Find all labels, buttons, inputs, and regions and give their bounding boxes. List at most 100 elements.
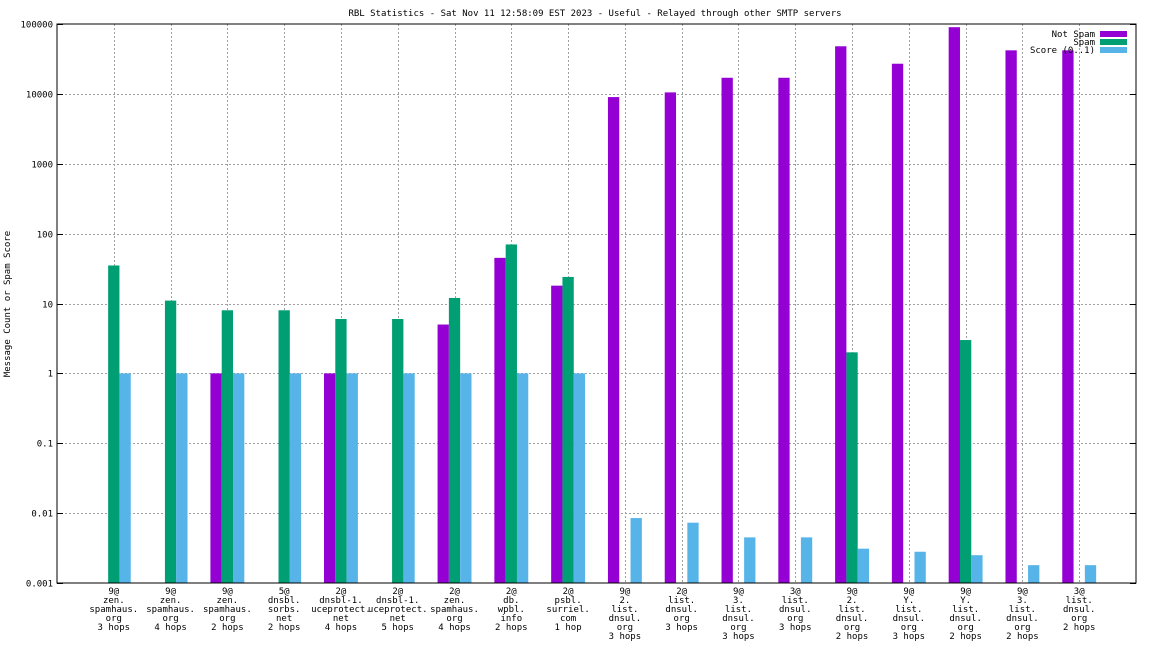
x-tick-label-line: spamhaus.	[203, 605, 252, 615]
x-tick-label-line: list.	[1066, 596, 1093, 606]
x-tick-label: 3@ list. dnsul. org 3 hops	[779, 587, 812, 633]
bar-score-0-1	[289, 373, 302, 583]
x-tick-label-line: org	[787, 614, 803, 624]
x-tick-label-line: list.	[895, 605, 922, 615]
x-tick-label-line: org	[730, 623, 746, 633]
bar-not-spam	[494, 257, 506, 583]
legend-label: Score (0..1)	[1030, 46, 1095, 56]
x-tick-label-line: zen.	[103, 596, 125, 606]
x-tick-label-line: list.	[1009, 605, 1036, 615]
x-tick-label: 3@ list. dnsul. org 2 hops	[1063, 587, 1096, 633]
bar-score-0-1	[857, 548, 870, 583]
x-tick-label-line: spamhaus.	[146, 605, 195, 615]
x-tick-label-line: psbl.	[555, 596, 582, 606]
x-tick-label-line: 3 hops	[722, 632, 755, 642]
x-tick-label-line: org	[674, 614, 690, 624]
bar-not-spam	[891, 63, 904, 583]
x-tick-label-line: 3.	[733, 596, 744, 606]
x-tick-label-line: 9@	[903, 587, 914, 597]
x-tick-label-line: dnsul.	[1063, 605, 1096, 615]
bar-spam	[164, 300, 177, 583]
x-tick-label-line: dnsul.	[836, 614, 869, 624]
x-tick-label-line: 9@	[733, 587, 744, 597]
y-tick-labels: 0.001 0.01 0.1 1 10 100 1000 10000 100000	[20, 21, 53, 590]
bar-spam	[562, 276, 574, 583]
x-tick-label-line: 2.	[847, 596, 858, 606]
x-tick-label-line: Y.	[960, 596, 971, 606]
x-tick-label-line: org	[219, 614, 235, 624]
x-tick-label-line: 3@	[1074, 587, 1085, 597]
bar-not-spam	[437, 324, 449, 583]
bar-score-0-1	[119, 373, 131, 583]
x-tick-label-line: dnsul.	[665, 605, 698, 615]
x-tick-label-line: 3.	[1017, 596, 1028, 606]
x-tick-label-line: 4 hops	[154, 623, 187, 633]
x-tick-label-line: 2@	[563, 587, 574, 597]
x-tick-label-line: uceprotect.	[311, 605, 371, 615]
bar-score-0-1	[744, 537, 756, 583]
x-tick-label-line: 9@	[619, 587, 630, 597]
y-tick-label: 0.1	[37, 440, 53, 450]
x-tick-label-line: 2@	[506, 587, 517, 597]
x-tick-label-line: org	[1071, 614, 1087, 624]
x-tick-label: 2@ db. wpbl. info 2 hops	[495, 587, 528, 633]
x-tick-label-line: 9@	[165, 587, 176, 597]
bar-not-spam	[607, 97, 620, 584]
bar-series	[108, 27, 1097, 584]
x-tick-label-line: dnsul.	[1006, 614, 1039, 624]
y-tick-label: 0.001	[26, 580, 53, 590]
bar-spam	[448, 297, 461, 583]
x-tick-label-line: spamhaus.	[89, 605, 138, 615]
x-tick-label-line: 3 hops	[893, 632, 926, 642]
x-tick-label-line: 2.	[619, 596, 630, 606]
bar-spam	[335, 319, 347, 583]
y-axis-label: Message Count or Spam Score	[3, 231, 13, 377]
x-tick-label-line: org	[106, 614, 122, 624]
bar-not-spam	[835, 46, 847, 584]
bar-not-spam	[778, 77, 790, 583]
bar-score-0-1	[460, 373, 472, 583]
x-tick-label-line: 4 hops	[325, 623, 358, 633]
chart-title: RBL Statistics - Sat Nov 11 12:58:09 EST…	[348, 9, 841, 19]
bar-spam	[505, 244, 517, 583]
x-tick-label-line: 1 hop	[555, 623, 582, 633]
bar-score-0-1	[233, 373, 245, 583]
legend-swatch	[1100, 47, 1127, 53]
x-tick-label-line: org	[446, 614, 462, 624]
x-tick-label-line: 2 hops	[495, 623, 528, 633]
bar-score-0-1	[176, 373, 188, 583]
x-tick-label-line: list.	[725, 605, 752, 615]
x-tick-label-line: 9@	[222, 587, 233, 597]
x-tick-label-line: org	[162, 614, 178, 624]
x-tick-label-line: dnsbl-1.	[376, 596, 419, 606]
y-tick-label: 1000	[31, 161, 53, 171]
x-tick-label-line: zen.	[160, 596, 182, 606]
x-tick-label-line: dnsul.	[779, 605, 812, 615]
bar-not-spam	[1005, 50, 1017, 584]
bar-spam	[959, 340, 972, 583]
x-tick-label-line: 2 hops	[1063, 623, 1096, 633]
x-tick-label-line: 5@	[279, 587, 290, 597]
x-tick-label-line: org	[1014, 623, 1030, 633]
x-tick-label-line: spamhaus.	[430, 605, 479, 615]
x-tick-label-line: 2 hops	[949, 632, 982, 642]
x-tick-label-line: 2@	[449, 587, 460, 597]
y-tick-label: 10000	[26, 91, 53, 101]
x-tick-label-line: org	[844, 623, 860, 633]
x-tick-label-line: dnsbl.	[268, 596, 301, 606]
x-tick-label-line: Y.	[903, 596, 914, 606]
legend-label: Spam	[1073, 38, 1095, 48]
bar-not-spam	[664, 92, 677, 583]
x-tick-label-line: 2 hops	[836, 632, 869, 642]
x-tick-label: 9@ zen. spamhaus. org 3 hops	[89, 587, 138, 633]
x-tick-label-line: sorbs.	[268, 605, 301, 615]
bar-score-0-1	[1084, 565, 1097, 583]
x-tick-label-line: 9@	[1017, 587, 1028, 597]
x-tick-label-line: 2@	[336, 587, 347, 597]
bar-spam	[278, 310, 290, 583]
bar-not-spam	[1062, 50, 1074, 584]
x-tick-label-line: dnsbl-1.	[319, 596, 362, 606]
bar-score-0-1	[346, 373, 358, 583]
